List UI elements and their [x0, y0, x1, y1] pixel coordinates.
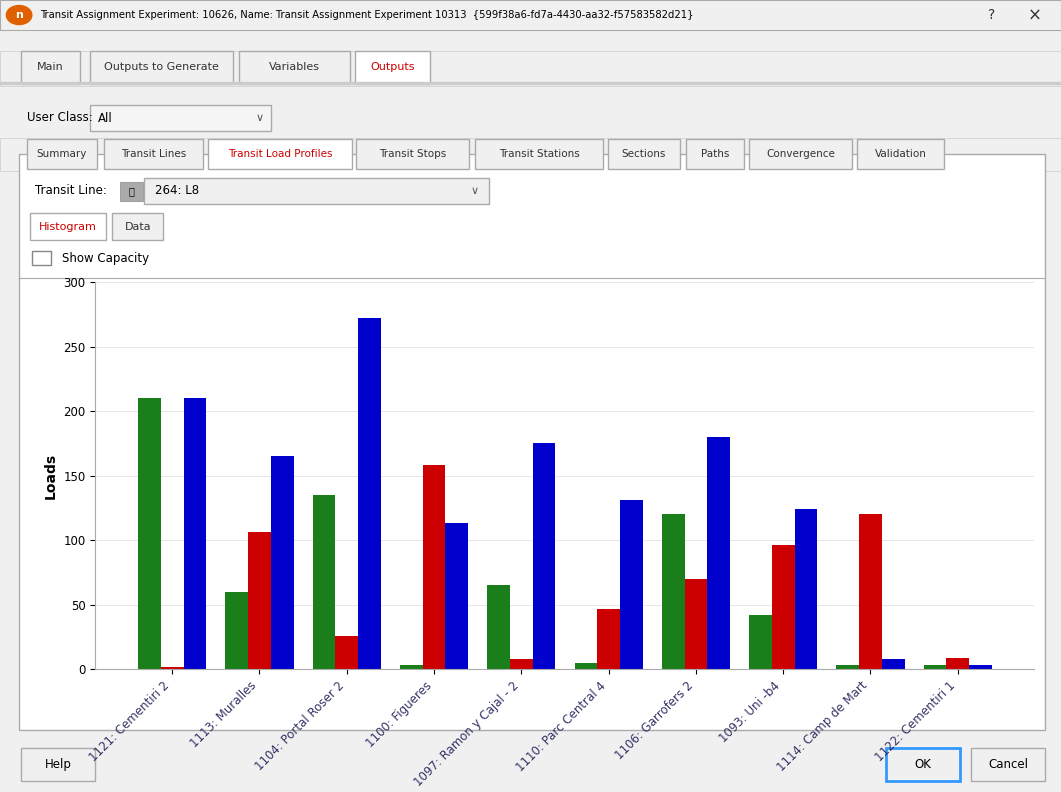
- Bar: [0, 138, 1061, 171]
- Text: ∨: ∨: [470, 186, 479, 196]
- Bar: [475, 139, 603, 169]
- Text: 🚌: 🚌: [128, 187, 135, 196]
- Bar: [90, 105, 271, 131]
- Bar: [359, 318, 381, 669]
- Text: Variables: Variables: [268, 63, 320, 72]
- Bar: [21, 51, 80, 84]
- Bar: [112, 213, 163, 240]
- Circle shape: [6, 6, 32, 25]
- Text: Convergence: Convergence: [766, 150, 835, 159]
- Bar: [21, 748, 95, 781]
- Text: Transit Lines: Transit Lines: [121, 150, 186, 159]
- Text: Transit Load Profiles: Transit Load Profiles: [228, 150, 332, 159]
- Bar: [184, 398, 206, 669]
- Bar: [969, 665, 992, 669]
- Bar: [422, 465, 446, 669]
- Bar: [355, 51, 430, 84]
- Bar: [313, 495, 335, 669]
- Bar: [90, 51, 233, 84]
- Bar: [144, 178, 489, 204]
- Text: Transit Stations: Transit Stations: [499, 150, 579, 159]
- Bar: [886, 748, 960, 781]
- Bar: [946, 657, 969, 669]
- Bar: [138, 398, 161, 669]
- Bar: [533, 444, 555, 669]
- Bar: [859, 514, 882, 669]
- Text: Main: Main: [37, 63, 64, 72]
- Bar: [971, 748, 1045, 781]
- Text: Outputs to Generate: Outputs to Generate: [104, 63, 220, 72]
- Text: Show Capacity: Show Capacity: [62, 252, 149, 265]
- Bar: [161, 667, 184, 669]
- Bar: [120, 182, 143, 201]
- Bar: [356, 139, 469, 169]
- Text: User Class:: User Class:: [27, 111, 92, 124]
- Text: 264: L8: 264: L8: [155, 185, 199, 197]
- Bar: [686, 139, 744, 169]
- Text: Transit Stops: Transit Stops: [379, 150, 447, 159]
- Text: Validation: Validation: [875, 150, 926, 159]
- Bar: [771, 546, 795, 669]
- Bar: [487, 585, 510, 669]
- Text: ∨: ∨: [256, 113, 264, 123]
- Text: Summary: Summary: [36, 150, 87, 159]
- Bar: [924, 665, 946, 669]
- Bar: [597, 608, 620, 669]
- Bar: [248, 532, 271, 669]
- Bar: [446, 524, 468, 669]
- Bar: [749, 615, 771, 669]
- Bar: [684, 579, 708, 669]
- Text: Help: Help: [45, 758, 72, 771]
- Bar: [795, 509, 817, 669]
- Text: n: n: [15, 10, 23, 20]
- Bar: [608, 139, 680, 169]
- Bar: [662, 514, 684, 669]
- Text: Paths: Paths: [701, 150, 729, 159]
- Bar: [620, 500, 643, 669]
- Bar: [836, 665, 859, 669]
- Text: Outputs: Outputs: [370, 63, 415, 72]
- Bar: [857, 139, 944, 169]
- Text: Sections: Sections: [622, 150, 666, 159]
- Bar: [510, 659, 533, 669]
- Bar: [19, 154, 1045, 730]
- Bar: [104, 139, 203, 169]
- Text: Histogram: Histogram: [39, 222, 97, 231]
- Bar: [271, 456, 294, 669]
- Bar: [30, 213, 106, 240]
- Text: ?: ?: [989, 8, 995, 22]
- Text: Data: Data: [124, 222, 152, 231]
- Bar: [0, 0, 1061, 30]
- Bar: [239, 51, 350, 84]
- Text: Transit Assignment Experiment: 10626, Name: Transit Assignment Experiment 10313 : Transit Assignment Experiment: 10626, Na…: [40, 10, 694, 20]
- Y-axis label: Loads: Loads: [44, 452, 58, 499]
- Bar: [575, 663, 597, 669]
- Bar: [208, 139, 352, 169]
- Bar: [225, 592, 248, 669]
- Text: All: All: [98, 112, 112, 124]
- Bar: [400, 665, 422, 669]
- Bar: [882, 659, 905, 669]
- Bar: [27, 139, 97, 169]
- Bar: [708, 437, 730, 669]
- Text: OK: OK: [915, 758, 932, 771]
- Bar: [335, 636, 359, 669]
- Text: Cancel: Cancel: [988, 758, 1028, 771]
- Text: ×: ×: [1027, 6, 1042, 24]
- Bar: [0, 82, 1061, 84]
- Bar: [749, 139, 852, 169]
- Bar: [0, 51, 1061, 86]
- Text: Transit Line:: Transit Line:: [35, 185, 107, 197]
- Bar: [32, 251, 51, 265]
